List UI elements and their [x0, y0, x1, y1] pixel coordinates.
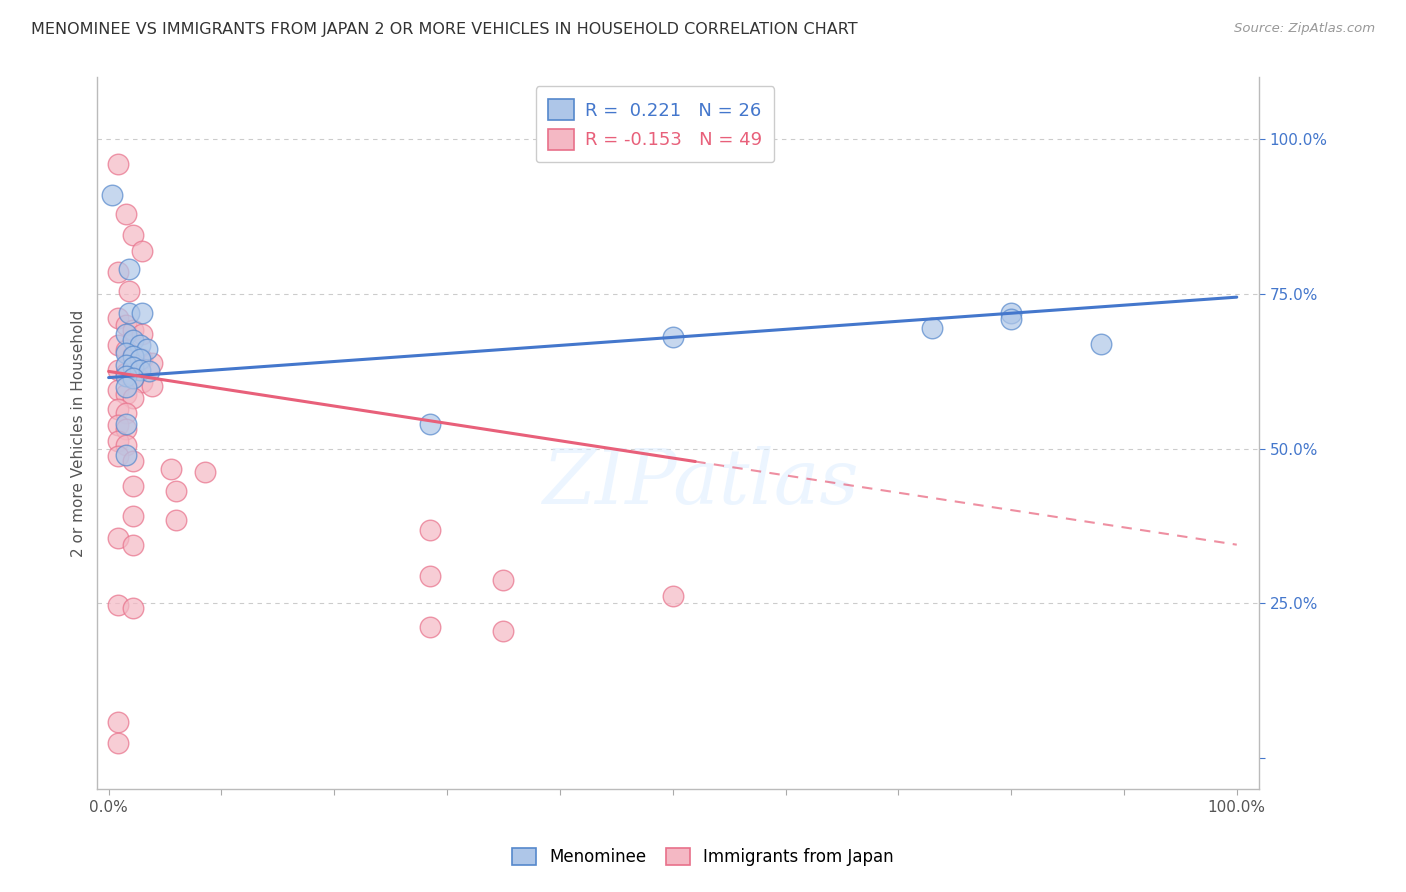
Point — [131, 244, 153, 258]
Point — [131, 375, 153, 389]
Point — [114, 422, 136, 436]
Point — [107, 265, 129, 279]
Point — [138, 364, 160, 378]
Text: Source: ZipAtlas.com: Source: ZipAtlas.com — [1234, 22, 1375, 36]
Point — [131, 351, 153, 366]
Point — [114, 387, 136, 401]
Point — [193, 465, 215, 479]
Point — [107, 434, 129, 449]
Point — [114, 343, 136, 357]
Point — [129, 362, 152, 376]
Point — [1000, 311, 1022, 326]
Point — [118, 305, 141, 319]
Point — [114, 358, 136, 372]
Point — [107, 736, 129, 750]
Point — [122, 323, 145, 337]
Point — [122, 228, 145, 243]
Point — [107, 715, 129, 730]
Point — [419, 524, 441, 538]
Point — [122, 601, 145, 615]
Point — [107, 338, 129, 352]
Point — [122, 391, 145, 405]
Point — [1000, 305, 1022, 319]
Point — [131, 327, 153, 342]
Point — [122, 454, 145, 468]
Point — [129, 351, 152, 366]
Point — [114, 327, 136, 342]
Y-axis label: 2 or more Vehicles in Household: 2 or more Vehicles in Household — [72, 310, 86, 557]
Point — [114, 380, 136, 394]
Point — [118, 284, 141, 298]
Point — [141, 356, 163, 370]
Point — [492, 573, 515, 587]
Point — [661, 589, 683, 603]
Point — [921, 321, 943, 335]
Point — [114, 346, 136, 360]
Point — [136, 342, 159, 356]
Point — [122, 360, 145, 375]
Point — [101, 188, 124, 202]
Point — [159, 461, 181, 475]
Point — [1090, 336, 1112, 351]
Point — [114, 448, 136, 462]
Point — [165, 483, 187, 498]
Legend: R =  0.221   N = 26, R = -0.153   N = 49: R = 0.221 N = 26, R = -0.153 N = 49 — [536, 87, 775, 162]
Point — [141, 378, 163, 392]
Point — [107, 383, 129, 397]
Point — [114, 406, 136, 420]
Point — [107, 532, 129, 546]
Point — [107, 449, 129, 463]
Point — [118, 262, 141, 277]
Point — [122, 508, 145, 523]
Point — [107, 310, 129, 325]
Point — [661, 330, 683, 344]
Point — [114, 417, 136, 431]
Point — [107, 418, 129, 433]
Point — [122, 370, 145, 384]
Point — [114, 206, 136, 220]
Legend: Menominee, Immigrants from Japan: Menominee, Immigrants from Japan — [506, 841, 900, 873]
Point — [131, 305, 153, 319]
Point — [107, 401, 129, 416]
Point — [419, 417, 441, 431]
Point — [114, 368, 136, 383]
Point — [122, 348, 145, 362]
Text: MENOMINEE VS IMMIGRANTS FROM JAPAN 2 OR MORE VEHICLES IN HOUSEHOLD CORRELATION C: MENOMINEE VS IMMIGRANTS FROM JAPAN 2 OR … — [31, 22, 858, 37]
Point — [114, 366, 136, 380]
Text: ZIPatlas: ZIPatlas — [543, 446, 860, 520]
Point — [107, 598, 129, 612]
Point — [129, 338, 152, 352]
Point — [122, 334, 145, 348]
Point — [107, 362, 129, 376]
Point — [114, 438, 136, 452]
Point — [122, 538, 145, 552]
Point — [122, 479, 145, 493]
Point — [492, 624, 515, 639]
Point — [122, 349, 145, 363]
Point — [122, 370, 145, 384]
Point — [419, 620, 441, 634]
Point — [165, 513, 187, 527]
Point — [107, 157, 129, 171]
Point — [114, 318, 136, 332]
Point — [419, 568, 441, 582]
